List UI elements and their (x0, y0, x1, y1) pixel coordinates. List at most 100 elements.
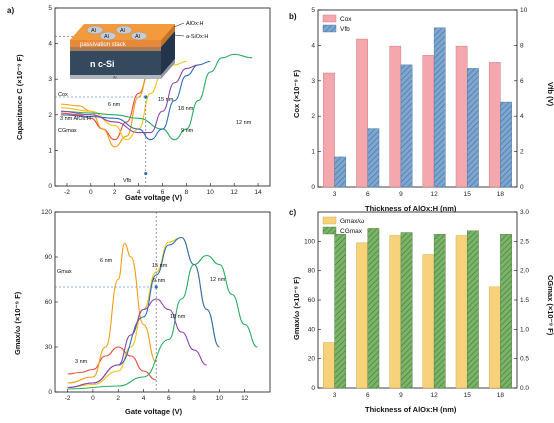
b-y-left-tick-label: 1 (311, 149, 315, 156)
a-bottom-x-tick-label: -2 (65, 395, 71, 402)
a-bottom-series-line (67, 298, 207, 389)
c-y-right-tick-label: 3.0 (520, 209, 529, 216)
y-axis-label-b-right: Vfb (V) (546, 82, 554, 107)
a-bottom-x-tick-label: 10 (216, 395, 224, 402)
al-dot-label: Al (135, 34, 140, 40)
a-top-y-tick-label: 1 (48, 147, 52, 154)
a-top-y-tick-label: 0 (48, 183, 52, 190)
b-y-left-tick-label: 4 (311, 42, 315, 49)
legend-swatch-vfb (322, 24, 337, 33)
y-axis-label-c-right: CGmax (×10⁻⁹ F) (546, 275, 554, 336)
b-x-tick-label: 18 (497, 191, 505, 198)
a-top-x-tick-label: 8 (185, 189, 189, 196)
al-dot-label: Al (91, 28, 96, 34)
b-x-tick-label: 3 (333, 191, 337, 198)
a-top-series-line (60, 60, 211, 141)
c-x-tick-label: 6 (366, 392, 370, 399)
b-x-tick-label: 15 (464, 191, 472, 198)
a-bottom-x-tick-label: 6 (167, 395, 171, 402)
c-y-left-tick-label: 0 (311, 385, 315, 392)
al-back-contact (70, 75, 161, 79)
c-y-right-tick-label: 0.5 (520, 356, 529, 363)
c-y-left-tick-label: 100 (304, 238, 315, 245)
legend-swatch-cox (322, 14, 337, 23)
al-side (161, 59, 175, 79)
alox-layer-front (70, 40, 161, 47)
siox-layer (70, 47, 161, 51)
c-x-tick-label: 15 (464, 392, 472, 399)
c-y-right-tick-label: 1.0 (520, 326, 529, 333)
b-y-right-tick-label: 4 (520, 113, 524, 120)
legend-swatch-gmax (322, 216, 337, 225)
c-bar-cgmax (467, 230, 479, 389)
y-axis-label-a-bottom: Gmax/ω (×10⁻⁹ F) (13, 291, 22, 355)
c-bar-cgmax (433, 234, 446, 389)
x-axis-label-a-bottom: Gate voltage (V) (125, 407, 183, 416)
plot-frame-a-bottom (54, 211, 271, 393)
b-y-right-tick-label: 6 (520, 78, 524, 85)
curve-label-6nm: 6 nm (100, 258, 113, 264)
b-y-left-tick-label: 2 (311, 113, 315, 120)
b-y-left-tick-label: 0 (311, 184, 315, 191)
a-top-series-line (60, 53, 253, 141)
a-bottom-y-tick-label: 60 (45, 299, 53, 306)
a-bottom-y-tick-label: 0 (48, 389, 52, 396)
c-bar-cgmax (367, 228, 380, 389)
curve-label-15nm: 15 nm (152, 263, 168, 269)
a-top-x-tick-label: 10 (207, 189, 215, 196)
c-y-right-tick-label: 0.0 (520, 385, 529, 392)
annotation-cgmax: CGmax (58, 128, 77, 134)
annotation-vfb: Vfb (123, 178, 131, 184)
b-bar-cox (356, 38, 368, 188)
a-bottom-x-tick-label: 2 (116, 395, 120, 402)
b-bar-vfb (334, 156, 347, 188)
x-axis-label-b: Thickness of AlOx:H (nm) (365, 204, 457, 213)
c-bar-gmax (323, 342, 335, 389)
al-dot (115, 25, 133, 35)
c-y-right-tick-label: 2.5 (520, 238, 529, 245)
a-bottom-y-tick-label: 30 (45, 344, 53, 351)
back-contact-label: Al (113, 75, 117, 80)
b-y-right-tick-label: 8 (520, 42, 524, 49)
legend-swatch-cgmax (322, 226, 337, 235)
b-bar-vfb (433, 27, 446, 188)
c-bar-cgmax (500, 234, 512, 389)
plot-frame-c (317, 211, 518, 389)
legend-label-vfb: Vfb (340, 26, 350, 33)
a-bottom-x-tick-label: 12 (241, 395, 249, 402)
c-bar-cgmax (334, 234, 347, 389)
b-bar-vfb (400, 64, 413, 188)
c-bar-gmax (422, 254, 435, 389)
a-top-x-tick-label: 2 (113, 189, 117, 196)
b-bar-cox (455, 45, 468, 188)
c-y-left-tick-label: 80 (308, 268, 316, 275)
c-bar-gmax (356, 242, 368, 389)
cg-marker (144, 95, 148, 99)
legend-label-gmax: Gmax/ω (340, 218, 364, 225)
a-bottom-series-line (67, 254, 258, 390)
alox-layer-side (161, 24, 175, 47)
c-y-right-tick-label: 2.0 (520, 268, 529, 275)
y-axis-label-a-top: Capacitance C (×10⁻⁹ F) (15, 54, 24, 140)
alox-layer-label: AlOx:H (186, 21, 203, 27)
a-bottom-x-tick-label: 4 (142, 395, 146, 402)
b-y-left-tick-label: 3 (311, 78, 315, 85)
a-bottom-y-tick-label: 90 (45, 254, 53, 261)
b-bar-cox (323, 72, 335, 188)
annotation-cox: Cox (58, 92, 68, 98)
substrate-label: n c-Si (90, 59, 115, 69)
a-top-y-tick-label: 3 (48, 76, 52, 83)
b-bar-vfb (500, 101, 512, 188)
curve-label-3nm: 3 nm (75, 359, 88, 365)
curve-label-15nm: 15 nm (158, 97, 174, 103)
a-bottom-series-line (67, 242, 157, 384)
b-y-right-tick-label: 2 (520, 149, 524, 156)
b-bar-cox (422, 55, 435, 188)
a-top-x-tick-label: 14 (254, 189, 262, 196)
x-axis-label-c: Thickness of AlOx:H (nm) (365, 405, 457, 414)
curve-label-9nm: 9 nm (181, 128, 194, 134)
substrate-side (161, 31, 175, 75)
